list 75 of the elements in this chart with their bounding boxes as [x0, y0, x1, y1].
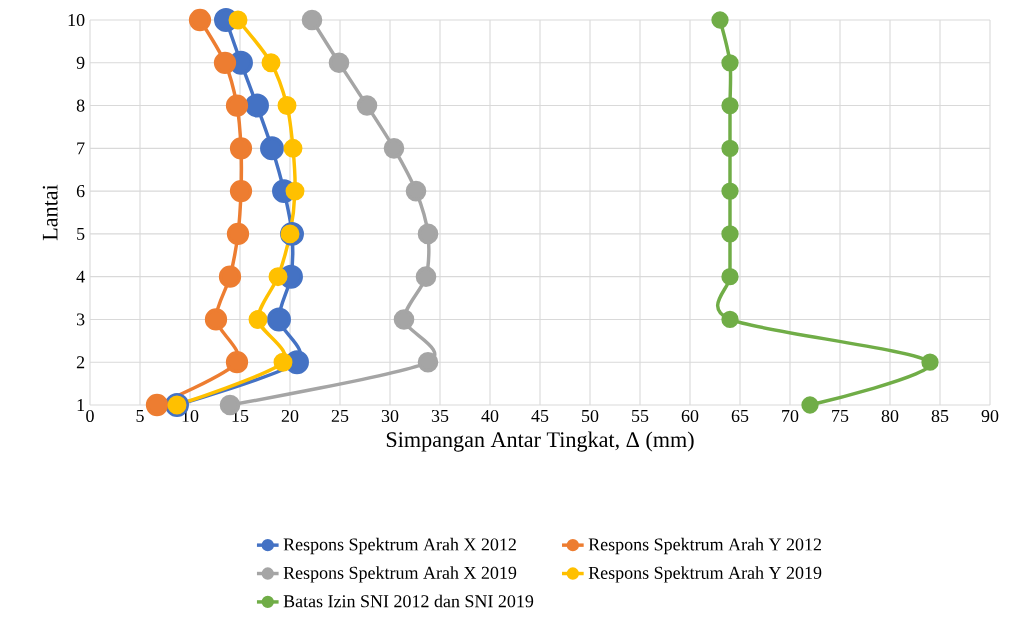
point [228, 10, 248, 30]
point [273, 352, 293, 372]
x-tick-label: 75 [832, 409, 849, 422]
point [285, 181, 305, 201]
x-tick-label: 65 [731, 409, 749, 422]
point [301, 9, 323, 31]
y-tick-label: 7 [77, 142, 85, 155]
point [145, 393, 169, 417]
point [417, 351, 439, 373]
x-tick-label: 20 [281, 409, 299, 423]
point [229, 179, 253, 203]
point [226, 222, 250, 246]
x-tick-label: 45 [531, 409, 549, 422]
point [229, 137, 253, 160]
point [225, 94, 249, 117]
y-tick-label: 10 [68, 13, 85, 27]
point [415, 266, 437, 287]
legend-label: Respons Spektrum Arah Y 2012 [588, 537, 822, 555]
x-tick-label: 5 [136, 409, 144, 422]
x-tick-label: 55 [632, 409, 649, 422]
x-tick-label: 30 [381, 409, 399, 423]
y-tick-label: 2 [76, 356, 85, 369]
y-tick-label: 4 [76, 270, 85, 283]
point [218, 265, 242, 288]
x-tick-label: 60 [681, 409, 699, 423]
point [356, 95, 378, 116]
x-tick-label: 40 [481, 409, 499, 423]
legend-label: Respons Spektrum Arah X 2012 [283, 537, 516, 555]
y-tick-label: 6 [76, 185, 85, 198]
point [261, 53, 281, 73]
point [393, 309, 415, 330]
x-tick-label: 50 [582, 409, 599, 423]
point [283, 138, 303, 158]
point [245, 93, 269, 118]
x-tick-label: 80 [881, 409, 899, 423]
point [721, 182, 739, 200]
point [721, 139, 739, 157]
point [721, 96, 739, 115]
point [188, 8, 212, 32]
x-tick-label: 35 [431, 409, 449, 422]
point [721, 54, 739, 72]
point [280, 224, 300, 244]
x-tick-label: 70 [782, 409, 799, 423]
point [721, 310, 739, 329]
point [204, 308, 228, 331]
y-tick-label: 8 [76, 99, 85, 112]
legend-label: Respons Spektrum Arah X 2019 [283, 566, 517, 583]
point [328, 52, 350, 74]
y-axis-title: Lantai [42, 184, 58, 241]
x-tick-label: 0 [86, 409, 94, 423]
point [405, 180, 427, 202]
point [711, 11, 729, 29]
point [277, 96, 297, 116]
point [801, 396, 819, 414]
point [267, 307, 291, 332]
legend-label: Respons Spektrum Arah Y 2019 [588, 566, 822, 583]
point [268, 267, 288, 287]
x-tick-label: 25 [331, 409, 349, 422]
y-tick-label: 9 [76, 56, 85, 69]
point [417, 223, 439, 245]
point [225, 351, 249, 374]
legend-label: Batas Izin SNI 2012 dan SNI 2019 [283, 594, 534, 608]
point [383, 138, 405, 159]
x-axis-title: Simpangan Antar Tingkat, Δ (mm) [386, 431, 694, 452]
x-tick-label: 85 [931, 409, 949, 423]
point [260, 136, 284, 161]
point [721, 268, 739, 286]
y-tick-label: 5 [77, 227, 85, 240]
y-tick-label: 1 [77, 399, 85, 411]
point [248, 309, 268, 329]
point [721, 225, 739, 243]
y-tick-label: 3 [76, 313, 85, 326]
point [921, 353, 939, 371]
x-tick-label: 90 [981, 409, 999, 423]
point [213, 51, 237, 74]
